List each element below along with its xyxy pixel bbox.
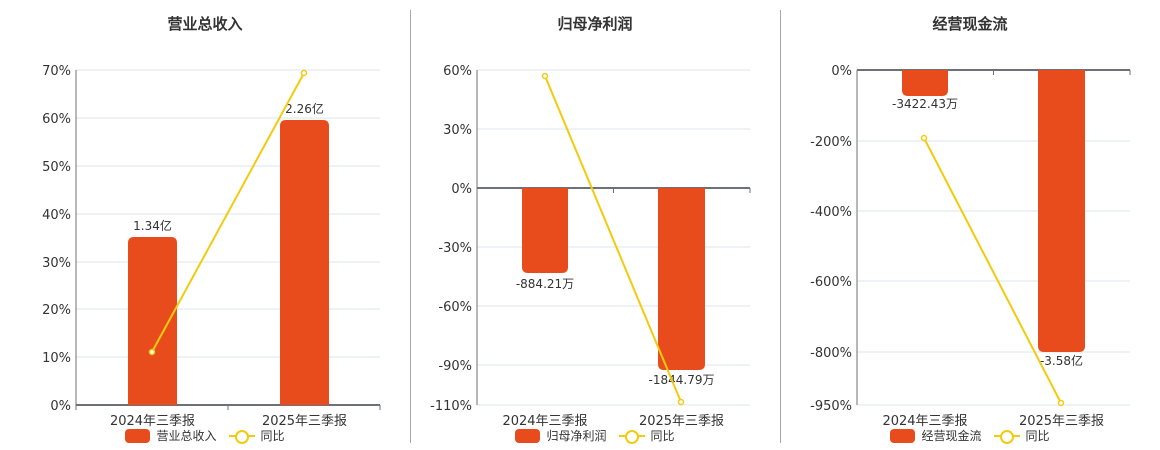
y-tick-label: -90%: [438, 359, 472, 374]
x-category-label: 2024年三季报: [882, 414, 967, 429]
line-marker-icon: [618, 429, 645, 444]
legend-label: 营业总收入: [156, 429, 217, 443]
y-tick-label: -400%: [810, 205, 852, 220]
bar[interactable]: [280, 120, 329, 405]
yoy-point-marker[interactable]: [541, 72, 549, 80]
bar-swatch-icon: [515, 428, 541, 443]
yoy-point-marker[interactable]: [300, 69, 308, 77]
bar-value-label: -884.21万: [516, 277, 574, 291]
y-tick-label: 0%: [451, 182, 472, 197]
y-tick-label: 40%: [42, 208, 71, 223]
y-tick-label: 70%: [42, 64, 71, 79]
panel-divider: [410, 10, 411, 443]
chart-title: 归母净利润: [557, 15, 633, 33]
chart-plot: 0% -200% -400% -600% -800% -950% -3422.43万 -3.5…: [810, 64, 1131, 429]
legend-item-bar[interactable]: 归母净利润: [515, 427, 607, 444]
legend-item-line[interactable]: 同比: [228, 427, 285, 444]
legend-item-bar[interactable]: 营业总收入: [125, 427, 217, 444]
chart-panel-operating-cashflow: 经营现金流 0% -200% -400% -600% -800% -950% -3422.4…: [780, 0, 1160, 450]
bar[interactable]: [522, 188, 568, 273]
yoy-line: [544, 75, 682, 403]
bar-value-label: -3.58亿: [1040, 353, 1083, 368]
y-tick-label: -600%: [810, 275, 852, 290]
bar-value-label: 2.26亿: [285, 101, 324, 116]
y-tick-label: 0%: [831, 64, 852, 79]
line-marker-icon: [993, 429, 1020, 444]
y-tick-label: 30%: [443, 123, 472, 138]
yoy-point-marker[interactable]: [148, 348, 156, 356]
x-category-label: 2025年三季报: [1019, 414, 1104, 429]
chart-legend: 归母净利润 同比: [410, 427, 780, 444]
y-tick-label: -800%: [810, 346, 852, 361]
bar[interactable]: [128, 237, 177, 405]
yoy-line: [923, 137, 1062, 404]
y-tick-label: -60%: [438, 300, 472, 315]
bar[interactable]: [902, 70, 948, 96]
chart-plot: 70% 60% 50% 40% 30% 20% 10% 0% 1.34亿 2.26亿 2024年三季…: [42, 64, 381, 429]
legend-label: 经营现金流: [921, 429, 982, 443]
y-tick-label: 60%: [443, 64, 472, 79]
yoy-point-marker[interactable]: [920, 134, 928, 142]
legend-label: 同比: [650, 429, 675, 443]
yoy-point-marker[interactable]: [1057, 399, 1065, 407]
y-tick-label: -30%: [438, 241, 472, 256]
yoy-line: [151, 72, 305, 353]
y-tick-label: -950%: [810, 399, 852, 414]
chart-title: 营业总收入: [167, 15, 243, 33]
bar-value-label: -3422.43万: [892, 97, 958, 111]
x-category-label: 2025年三季报: [639, 414, 724, 429]
bar-value-label: 1.34亿: [133, 218, 172, 233]
line-marker-icon: [228, 429, 255, 444]
legend-item-line[interactable]: 同比: [618, 427, 675, 444]
chart-plot: 60% 30% 0% -30% -60% -90% -110% -884.21万 -1844.7…: [430, 64, 751, 429]
y-tick-label: 50%: [42, 160, 71, 175]
x-category-label: 2024年三季报: [110, 414, 195, 429]
legend-item-line[interactable]: 同比: [993, 427, 1050, 444]
bar[interactable]: [658, 188, 705, 370]
chart-panel-net-profit: 归母净利润 60% 30% 0% -30% -60% -90% -110% -884.21万 -…: [410, 0, 780, 450]
legend-label: 同比: [260, 429, 285, 443]
chart-title: 经营现金流: [932, 15, 1008, 33]
bar-swatch-icon: [125, 428, 151, 443]
legend-item-bar[interactable]: 经营现金流: [890, 427, 982, 444]
chart-panel-revenue: 营业总收入 70% 60% 50% 40% 30% 20% 10% 0% 1.34亿 2.26亿 2…: [0, 0, 410, 450]
y-tick-label: 60%: [42, 112, 71, 127]
bar[interactable]: [1038, 70, 1085, 352]
chart-legend: 营业总收入 同比: [0, 427, 410, 444]
chart-legend: 经营现金流 同比: [780, 427, 1160, 444]
bar-value-label: -1844.79万: [649, 373, 715, 387]
legend-label: 同比: [1025, 429, 1050, 443]
y-tick-label: 10%: [42, 351, 71, 366]
legend-label: 归母净利润: [546, 429, 607, 443]
x-category-label: 2025年三季报: [262, 414, 347, 429]
y-tick-label: -200%: [810, 135, 852, 150]
bar-swatch-icon: [890, 428, 916, 443]
y-tick-label: -110%: [430, 399, 472, 414]
x-category-label: 2024年三季报: [502, 414, 587, 429]
y-tick-label: 30%: [42, 256, 71, 271]
panel-divider: [780, 10, 781, 443]
y-tick-label: 0%: [50, 399, 71, 414]
yoy-point-marker[interactable]: [677, 398, 685, 406]
y-tick-label: 20%: [42, 303, 71, 318]
